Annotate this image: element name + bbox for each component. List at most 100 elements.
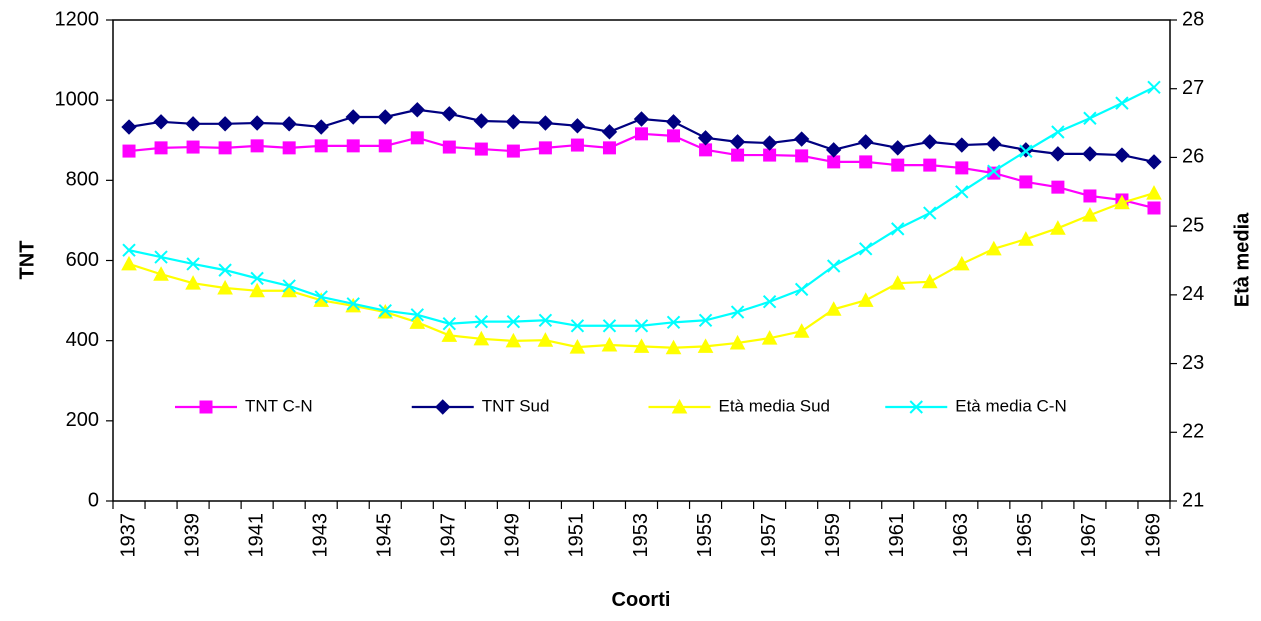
marker [569,339,586,354]
marker [314,139,328,153]
marker-stroke [570,319,585,333]
y2-tick-label: 25 [1182,214,1204,236]
marker-stroke [250,271,264,286]
marker [153,114,169,130]
marker [570,319,585,333]
marker [410,131,424,145]
marker-stroke [1115,96,1129,110]
marker [633,111,650,127]
marker-stroke [314,290,328,304]
marker [185,116,201,132]
y2-tick-label: 23 [1182,352,1204,374]
marker [249,282,265,298]
marker [1147,80,1161,95]
marker [121,119,137,135]
marker [795,149,809,163]
marker [1114,147,1130,163]
marker-stroke [1019,144,1033,158]
marker [665,114,682,130]
marker [859,155,873,169]
marker [667,129,681,143]
marker [891,222,905,236]
y2-tick-label: 22 [1182,421,1204,443]
marker [635,127,648,141]
y-tick-label: 800 [66,169,99,191]
marker [1082,146,1098,162]
marker-stroke [378,303,392,318]
marker [441,327,458,342]
x-tick-label: 1947 [438,513,460,558]
marker-stroke [1051,125,1065,139]
marker [281,116,297,132]
marker [1019,144,1033,158]
marker-stroke [987,164,1001,178]
marker [922,134,938,150]
marker [923,206,937,220]
marker [377,109,393,125]
marker-stroke [909,400,923,414]
marker [793,131,810,147]
marker [955,161,969,175]
marker [762,295,777,309]
marker-stroke [602,319,617,333]
y2-tick-label: 26 [1182,146,1204,168]
marker [1115,96,1129,110]
marker [378,139,392,153]
marker [154,250,168,264]
x-axis-title: Coorti [612,589,671,611]
legend-marker [909,400,923,414]
marker [954,137,970,153]
marker [121,255,137,271]
marker-stroke [666,315,681,330]
marker [505,332,522,348]
marker [122,144,136,158]
marker [923,158,937,172]
marker [665,339,682,355]
marker-stroke [506,314,521,329]
marker [697,130,714,146]
marker [122,243,136,257]
marker [442,140,456,154]
marker [729,334,746,350]
y2-tick-label: 28 [1182,8,1204,30]
marker [218,141,232,155]
marker [1083,189,1097,203]
marker [249,115,265,131]
marker-stroke [955,185,969,199]
marker [1050,220,1066,235]
marker [793,323,810,338]
y-tick-label: 1200 [55,8,100,30]
marker [346,139,360,153]
marker [473,113,490,129]
marker [409,102,425,118]
marker [410,308,424,322]
marker [825,142,842,158]
marker [473,330,490,346]
marker [474,142,488,156]
marker [154,141,168,155]
marker-stroke [186,257,200,271]
marker [986,136,1002,152]
x-tick-label: 1951 [566,513,588,558]
x-tick-label: 1939 [181,513,203,558]
marker [538,313,553,327]
marker [1083,111,1097,125]
x-tick-label: 1949 [502,513,524,558]
marker [506,144,520,158]
legend-label: TNT C-N [245,396,313,415]
marker-stroke [410,308,424,322]
marker [378,303,392,318]
marker-stroke [154,250,168,264]
marker [794,282,809,297]
marker [474,314,489,329]
marker [314,290,328,304]
marker [891,158,905,172]
marker [987,164,1001,178]
y2-tick-label: 24 [1182,283,1204,305]
marker-stroke [794,282,809,297]
x-tick-label: 1941 [245,513,267,558]
marker [505,114,522,130]
marker [186,257,200,271]
legend-label: Età media C-N [955,396,1066,415]
